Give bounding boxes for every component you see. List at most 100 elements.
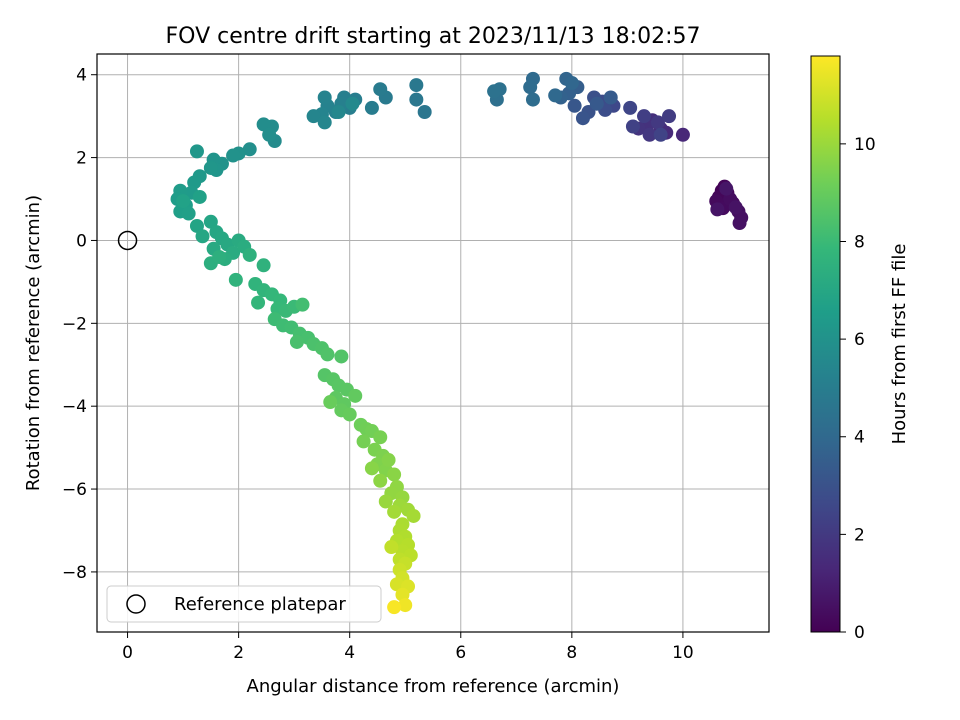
- data-point: [719, 181, 734, 196]
- data-point: [331, 105, 346, 120]
- data-point: [525, 92, 540, 107]
- data-point: [364, 100, 379, 115]
- data-point: [189, 218, 204, 233]
- colorbar-label: Hours from first FF file: [889, 244, 910, 445]
- data-point: [732, 216, 747, 231]
- data-point: [387, 467, 402, 482]
- data-point: [567, 98, 582, 113]
- data-point: [625, 119, 640, 134]
- x-tick-label: 4: [344, 643, 355, 663]
- data-point: [189, 144, 204, 159]
- data-point: [575, 111, 590, 126]
- legend: Reference platepar: [106, 585, 382, 623]
- y-tick-label: −8: [62, 563, 87, 583]
- data-point: [373, 430, 388, 445]
- plot-frame: [96, 53, 770, 633]
- colorbar-ticks: 0 2 4 6 8 10: [840, 135, 876, 643]
- data-point: [356, 434, 371, 449]
- chart-title: FOV centre drift starting at 2023/11/13 …: [166, 24, 701, 49]
- x-tick-label: 2: [233, 643, 244, 663]
- x-tick-label: 8: [566, 643, 577, 663]
- data-point: [289, 334, 304, 349]
- data-point: [251, 295, 266, 310]
- colorbar-gradient: [810, 55, 841, 633]
- plot-area: 0 2 4 6 8 10 −8 −6 −4 −2 0 2 4: [62, 53, 770, 663]
- colorbar-tick-label: 10: [854, 135, 876, 155]
- data-point: [317, 90, 332, 105]
- data-point: [389, 577, 404, 592]
- data-point: [195, 229, 210, 244]
- data-point: [409, 92, 424, 107]
- data-point: [342, 407, 357, 422]
- data-point: [226, 148, 241, 163]
- colorbar-tick-label: 0: [854, 623, 865, 643]
- data-point: [348, 388, 363, 403]
- data-point: [387, 600, 402, 615]
- x-axis-ticks: 0 2 4 6 8 10: [122, 632, 694, 663]
- y-tick-label: −4: [62, 397, 87, 417]
- y-tick-label: −6: [62, 480, 87, 500]
- data-point: [323, 395, 338, 410]
- data-point: [642, 127, 657, 142]
- x-tick-label: 6: [455, 643, 466, 663]
- data-point: [589, 96, 604, 111]
- data-point: [650, 115, 665, 130]
- data-point: [345, 96, 360, 111]
- data-point: [728, 200, 743, 215]
- data-point: [242, 142, 257, 157]
- y-tick-label: 2: [76, 149, 87, 169]
- scatter-points: [170, 71, 749, 615]
- y-tick-label: 4: [76, 66, 87, 86]
- legend-label: Reference platepar: [174, 594, 346, 615]
- data-point: [295, 297, 310, 312]
- data-point: [384, 540, 399, 555]
- y-axis-label: Rotation from reference (arcmin): [23, 195, 44, 491]
- data-point: [603, 90, 618, 105]
- colorbar-tick-label: 6: [854, 330, 865, 350]
- reference-marker: [117, 230, 138, 251]
- data-point: [548, 88, 563, 103]
- y-axis-ticks: −8 −6 −4 −2 0 2 4: [62, 66, 97, 583]
- y-tick-label: 0: [76, 231, 87, 251]
- data-point: [192, 189, 207, 204]
- legend-box: [106, 585, 382, 623]
- data-point: [675, 127, 690, 142]
- x-axis-label: Angular distance from reference (arcmin): [247, 676, 620, 697]
- data-point: [203, 160, 218, 175]
- plot-background: [97, 54, 769, 632]
- data-point: [623, 100, 638, 115]
- data-point: [417, 105, 432, 120]
- data-point: [409, 78, 424, 93]
- data-point: [256, 258, 271, 273]
- y-tick-label: −2: [62, 314, 87, 334]
- data-point: [398, 598, 413, 613]
- data-point: [228, 272, 243, 287]
- data-point: [637, 109, 652, 124]
- data-point: [317, 115, 332, 130]
- data-point: [242, 247, 257, 262]
- data-point: [306, 109, 321, 124]
- data-point: [653, 127, 668, 142]
- data-point: [256, 117, 271, 132]
- data-point: [334, 349, 349, 364]
- data-point: [320, 347, 335, 362]
- data-point: [262, 127, 277, 142]
- data-point: [373, 82, 388, 97]
- data-point: [662, 109, 677, 124]
- legend-marker: [126, 594, 146, 614]
- data-point: [387, 504, 402, 519]
- data-point: [523, 80, 538, 95]
- data-point: [406, 508, 421, 523]
- x-tick-label: 0: [122, 643, 133, 663]
- data-point: [212, 250, 227, 265]
- data-point: [203, 214, 218, 229]
- data-point: [381, 453, 396, 468]
- data-point: [373, 473, 388, 488]
- colorbar: 0 2 4 6 8 10 Hours from first FF file: [810, 55, 910, 643]
- data-point: [181, 206, 196, 221]
- data-point: [364, 461, 379, 476]
- colorbar-tick-label: 2: [854, 525, 865, 545]
- data-point: [487, 84, 502, 99]
- data-point: [564, 76, 579, 91]
